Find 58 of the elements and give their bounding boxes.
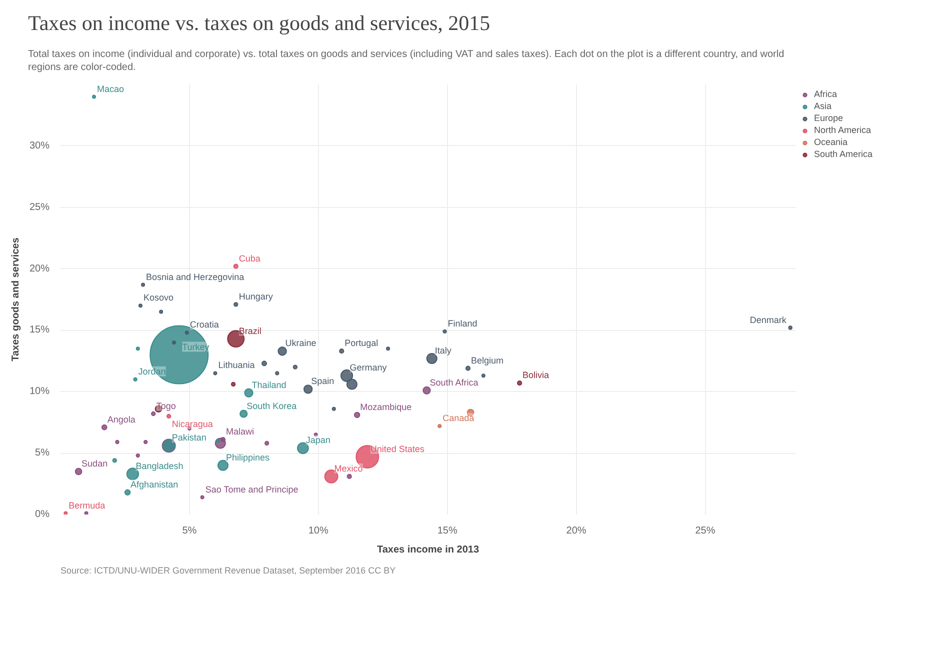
legend-label: Africa [814, 89, 838, 99]
annotation: Italy [434, 345, 452, 356]
y-tick-label: 15% [29, 324, 50, 336]
legend-label: Asia [814, 101, 833, 111]
y-tick-label: 5% [35, 448, 50, 459]
annotation: Bangladesh [136, 460, 184, 471]
annotation: Bosnia and Herzegovina [146, 272, 244, 282]
annotation: Japan [306, 435, 330, 446]
annotation: Spain [311, 376, 334, 386]
y-tick-label: 10% [29, 386, 50, 398]
annotation: Nicaragua [172, 419, 213, 430]
annotation: Canada [442, 413, 474, 424]
annotation: Finland [448, 318, 478, 328]
annotation: Thailand [252, 380, 286, 390]
x-tick-label: 25% [695, 526, 716, 536]
annotation: South Korea [246, 400, 297, 411]
annotation: Sudan [82, 458, 108, 468]
annotation: Malawi [226, 426, 254, 437]
annotation: Bermuda [68, 500, 106, 510]
annotation: Denmark [750, 314, 787, 325]
y-axis-title: Taxes goods and services [10, 237, 22, 362]
annotation: Bolivia [522, 370, 550, 380]
x-tick-label: 10% [308, 526, 329, 536]
chart-title: Taxes on income vs. taxes on goods and services, 2015 [28, 10, 490, 37]
annotation: Ukraine [285, 338, 316, 348]
annotation: Lithuania [218, 360, 255, 370]
annotation: Brazil [238, 326, 262, 336]
x-tick-label: 5% [182, 526, 197, 536]
annotation: Portugal [344, 338, 378, 348]
y-tick-label: 25% [29, 202, 50, 213]
annotation: Hungary [238, 291, 274, 302]
chart-subtitle: Total taxes on income (individual and corporate) vs. total taxes on goods and services (including VAT and sales taxes). Each dot on the plot is a different country, and world regions are color-coded. [28, 48, 786, 74]
legend-label: Europe [814, 113, 844, 123]
annotation: Afghanistan [130, 479, 178, 490]
annotation: Belgium [470, 355, 504, 366]
y-tick-label: 30% [29, 140, 50, 152]
annotation: Germany [350, 362, 388, 373]
x-axis-title: Taxes income in 2013 [376, 544, 480, 556]
y-tick-label: 0% [35, 509, 50, 520]
legend-label: South America [814, 149, 873, 159]
annotation: Cuba [238, 253, 260, 264]
legend-label: Oceania [814, 137, 848, 147]
x-tick-label: 15% [437, 526, 458, 536]
annotation: Mexico [334, 463, 363, 474]
y-tick-label: 20% [29, 263, 50, 274]
annotation: Sao Tome and Principe [205, 484, 298, 494]
annotation: Macao [97, 84, 124, 94]
annotation: Togo [156, 400, 176, 411]
legend-label: North America [814, 125, 872, 135]
x-tick-label: 20% [566, 526, 586, 536]
annotation: Pakistan [172, 432, 206, 443]
annotation: Angola [107, 414, 136, 424]
annotation: Kosovo [143, 292, 174, 303]
annotation: Mozambique [360, 402, 412, 412]
annotation: Philippines [226, 452, 270, 462]
text: Source: ICTD/UNU-WIDER Government Revenue Dataset, September 2016 CC BY [60, 566, 396, 576]
annotation: Croatia [190, 320, 219, 330]
annotation: South Africa [430, 377, 478, 388]
